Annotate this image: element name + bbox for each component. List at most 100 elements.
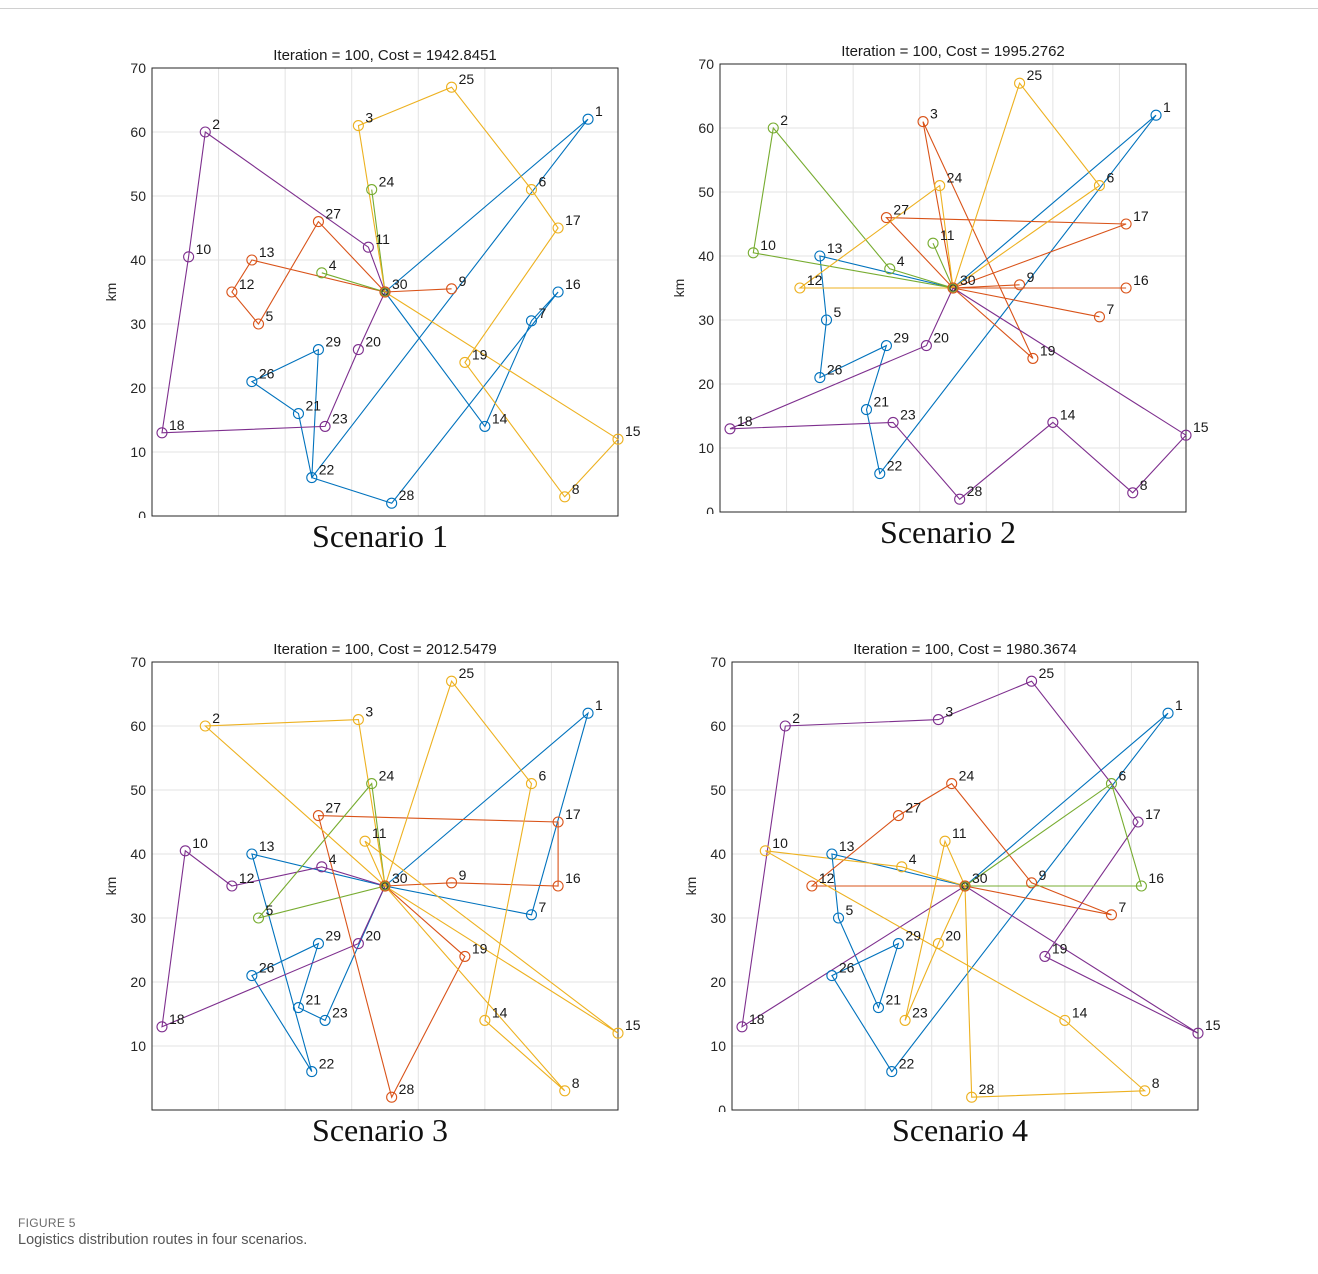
node-label: 18 xyxy=(169,1011,185,1027)
route-chart-4: 010203040506070010203040506070kmIteratio… xyxy=(683,641,1221,1112)
node-label: 13 xyxy=(827,240,843,256)
node-marker xyxy=(246,376,258,388)
node-marker xyxy=(352,714,364,726)
node-marker xyxy=(779,720,791,732)
node-label: 22 xyxy=(319,1056,335,1072)
node-marker xyxy=(352,120,364,132)
node-label: 14 xyxy=(492,410,508,426)
y-tick-label: 20 xyxy=(710,974,726,990)
node-label: 8 xyxy=(1140,477,1148,493)
node-marker xyxy=(880,212,892,224)
y-tick-label: 60 xyxy=(130,718,146,734)
y-tick-label: 30 xyxy=(698,312,714,328)
node-marker xyxy=(1139,1085,1151,1097)
node-label: 5 xyxy=(266,308,274,324)
node-marker xyxy=(306,1066,318,1078)
node-marker xyxy=(446,81,458,93)
node-marker xyxy=(552,880,564,892)
node-label: 20 xyxy=(365,334,381,350)
node-marker xyxy=(386,497,398,509)
y-tick-label: 50 xyxy=(130,188,146,204)
node-label: 1 xyxy=(595,697,603,713)
route-line-orange xyxy=(810,782,1112,916)
node-label: 15 xyxy=(625,423,641,439)
node-label: 27 xyxy=(325,800,341,816)
y-tick-label: 30 xyxy=(130,316,146,332)
node-label: 5 xyxy=(834,304,842,320)
node-marker xyxy=(892,938,904,950)
node-marker xyxy=(559,1085,571,1097)
node-label: 1 xyxy=(1163,99,1171,115)
node-marker xyxy=(183,251,195,263)
y-tick-label: 0 xyxy=(706,504,714,514)
node-marker xyxy=(896,861,908,873)
node-label: 6 xyxy=(1106,170,1114,186)
node-label: 7 xyxy=(538,305,546,321)
route-chart-2: 010203040506070010203040506070kmIteratio… xyxy=(671,43,1209,514)
node-label: 7 xyxy=(1106,301,1114,317)
node-label: 2 xyxy=(780,112,788,128)
node-marker xyxy=(747,247,759,259)
node-marker xyxy=(226,286,238,298)
y-axis-label: km xyxy=(103,283,119,302)
route-line-purple xyxy=(161,131,386,434)
node-marker xyxy=(316,267,328,279)
node-marker xyxy=(366,778,378,790)
node-label: 9 xyxy=(1039,867,1047,883)
node-marker xyxy=(199,720,211,732)
node-marker xyxy=(179,845,191,857)
node-label: 17 xyxy=(565,212,581,228)
node-label: 3 xyxy=(930,106,938,122)
node-marker xyxy=(525,909,538,921)
scenario-label-3: Scenario 3 xyxy=(312,1112,448,1148)
node-label: 19 xyxy=(472,940,488,956)
node-marker xyxy=(246,254,258,266)
node-marker xyxy=(359,835,371,847)
node-label: 20 xyxy=(933,330,949,346)
chart-panel-1: 010203040506070010203040506070kmIteratio… xyxy=(100,38,660,558)
route-line-green xyxy=(256,782,386,919)
node-marker xyxy=(246,848,258,860)
node-marker xyxy=(887,416,899,428)
node-label: 8 xyxy=(572,481,580,497)
y-tick-label: 30 xyxy=(710,910,726,926)
node-marker xyxy=(312,216,324,228)
node-label: 17 xyxy=(1145,806,1161,822)
node-label: 4 xyxy=(897,253,905,269)
node-label: 20 xyxy=(365,928,381,944)
chart-title: Iteration = 100, Cost = 1995.2762 xyxy=(841,43,1065,60)
axes-box xyxy=(731,661,1199,1111)
node-label: 10 xyxy=(196,241,212,257)
node-label: 7 xyxy=(1118,899,1126,915)
node-label: 2 xyxy=(212,116,220,132)
node-marker xyxy=(939,835,951,847)
depot-marker xyxy=(381,288,389,296)
node-label: 28 xyxy=(399,487,415,503)
depot-marker xyxy=(947,282,959,294)
node-marker xyxy=(1014,279,1026,291)
node-label: 8 xyxy=(1152,1075,1160,1091)
y-tick-label: 70 xyxy=(698,56,714,72)
node-label: 18 xyxy=(749,1011,765,1027)
node-label: 2 xyxy=(212,710,220,726)
y-tick-label: 70 xyxy=(130,60,146,76)
node-marker xyxy=(1047,416,1059,428)
node-marker xyxy=(292,408,305,420)
node-label: 5 xyxy=(846,902,854,918)
node-marker xyxy=(1105,909,1118,921)
node-label: 13 xyxy=(259,244,275,260)
node-marker xyxy=(612,1027,624,1039)
node-label: 11 xyxy=(940,227,955,243)
node-label: 15 xyxy=(1193,419,1209,435)
node-label: 13 xyxy=(839,838,855,854)
node-label: 22 xyxy=(899,1056,915,1072)
node-label: 12 xyxy=(819,870,835,886)
axes-box xyxy=(719,63,1187,513)
node-label: 16 xyxy=(565,870,581,886)
node-marker xyxy=(552,222,564,234)
route-line-yellow xyxy=(765,839,1147,1098)
axes-box xyxy=(151,67,619,517)
node-marker xyxy=(292,1002,305,1014)
node-marker xyxy=(814,250,826,262)
node-label: 18 xyxy=(169,417,185,433)
